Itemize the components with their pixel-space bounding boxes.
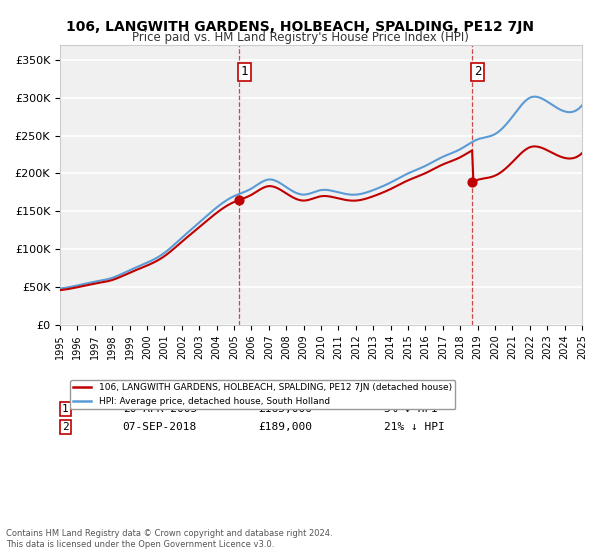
Text: 5% ↓ HPI: 5% ↓ HPI xyxy=(383,404,437,414)
Text: 2: 2 xyxy=(62,422,68,432)
Text: £189,000: £189,000 xyxy=(259,422,313,432)
Text: 2: 2 xyxy=(474,65,481,78)
Text: 20-APR-2005: 20-APR-2005 xyxy=(122,404,197,414)
Text: £165,000: £165,000 xyxy=(259,404,313,414)
Text: 21% ↓ HPI: 21% ↓ HPI xyxy=(383,422,445,432)
Text: Contains HM Land Registry data © Crown copyright and database right 2024.
This d: Contains HM Land Registry data © Crown c… xyxy=(6,529,332,549)
Point xyxy=(467,178,477,186)
Point xyxy=(235,195,244,204)
Text: 106, LANGWITH GARDENS, HOLBEACH, SPALDING, PE12 7JN: 106, LANGWITH GARDENS, HOLBEACH, SPALDIN… xyxy=(66,20,534,34)
Text: 1: 1 xyxy=(241,65,248,78)
Legend: 106, LANGWITH GARDENS, HOLBEACH, SPALDING, PE12 7JN (detached house), HPI: Avera: 106, LANGWITH GARDENS, HOLBEACH, SPALDIN… xyxy=(70,380,455,409)
Text: Price paid vs. HM Land Registry's House Price Index (HPI): Price paid vs. HM Land Registry's House … xyxy=(131,31,469,44)
Text: 1: 1 xyxy=(62,404,68,414)
Text: 07-SEP-2018: 07-SEP-2018 xyxy=(122,422,197,432)
